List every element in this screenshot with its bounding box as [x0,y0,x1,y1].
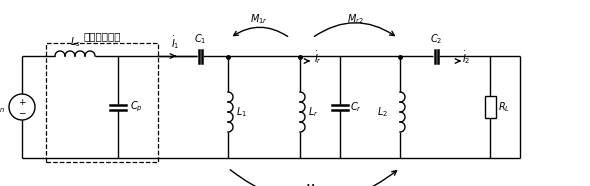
Text: $+$: $+$ [18,97,27,107]
Text: $C_2$: $C_2$ [430,32,442,46]
Text: $\dot{I}_2$: $\dot{I}_2$ [462,49,471,66]
Text: $-$: $-$ [18,108,27,116]
Text: $M_{r2}$: $M_{r2}$ [346,12,363,26]
Text: $L_1$: $L_1$ [236,105,247,119]
Text: 阻抗匹配网络: 阻抗匹配网络 [83,31,121,41]
Text: $\dot{I}_1$: $\dot{I}_1$ [171,34,179,51]
Text: $M_{1r}$: $M_{1r}$ [250,12,268,26]
Text: $C_1$: $C_1$ [194,32,206,46]
Text: $R_L$: $R_L$ [497,100,510,114]
Text: $L_s$: $L_s$ [70,35,80,49]
Text: $L_r$: $L_r$ [308,105,319,119]
Bar [46,43,158,162]
Text: $\dot{I}_r$: $\dot{I}_r$ [314,49,322,66]
Text: $\dot{U}_{in}$: $\dot{U}_{in}$ [0,99,5,116]
Text: $L_2$: $L_2$ [377,105,388,119]
Text: $C_r$: $C_r$ [350,100,362,114]
Bar [484,96,496,118]
Text: $M_{12}$: $M_{12}$ [305,182,323,186]
Text: $C_p$: $C_p$ [130,100,143,114]
